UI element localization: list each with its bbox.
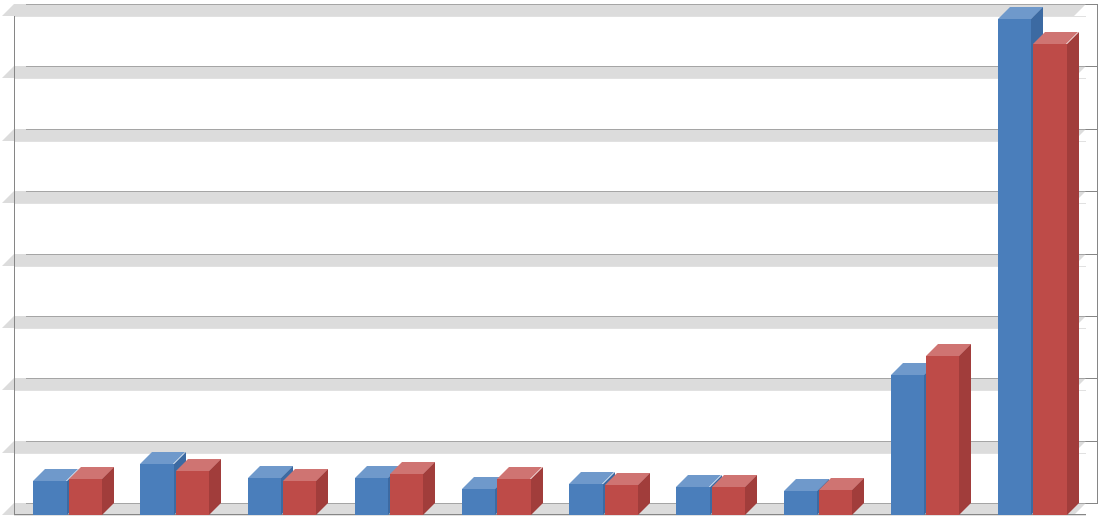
bar-front — [497, 479, 530, 515]
bar-front — [926, 356, 959, 515]
axis-line — [1097, 4, 1098, 503]
bar — [1033, 44, 1066, 515]
bar — [926, 356, 959, 515]
bar — [569, 484, 602, 515]
bar-side — [959, 344, 971, 515]
gridline-riser — [2, 4, 1086, 16]
bar — [140, 464, 173, 515]
bar — [676, 487, 709, 515]
bar — [891, 375, 924, 515]
bar — [283, 481, 316, 515]
bar — [390, 474, 423, 515]
bar — [712, 487, 745, 515]
bar-front — [176, 471, 209, 515]
gridline-front — [14, 515, 1086, 516]
bar-chart — [0, 0, 1112, 531]
bar-side — [209, 459, 221, 515]
bar-front — [390, 474, 423, 515]
bars — [14, 16, 1086, 515]
bar — [69, 479, 102, 515]
bar-front — [784, 491, 817, 515]
bar-front — [462, 489, 495, 515]
bar — [176, 471, 209, 515]
bar-front — [712, 487, 745, 515]
bar — [497, 479, 530, 515]
bar — [819, 490, 852, 515]
bar-front — [998, 19, 1031, 515]
bar — [248, 478, 281, 515]
bar-front — [33, 481, 66, 515]
bar-front — [355, 478, 388, 515]
bar — [784, 491, 817, 515]
bar — [998, 19, 1031, 515]
bar — [355, 478, 388, 515]
bar-front — [819, 490, 852, 515]
bar-front — [891, 375, 924, 515]
bar-front — [140, 464, 173, 515]
bar-front — [1033, 44, 1066, 515]
bar-front — [605, 485, 638, 515]
bar-front — [676, 487, 709, 515]
bar-side — [423, 462, 435, 515]
bar-front — [283, 481, 316, 515]
bar — [605, 485, 638, 515]
bar-front — [69, 479, 102, 515]
bar-side — [1067, 32, 1079, 515]
bar-front — [248, 478, 281, 515]
bar-front — [569, 484, 602, 515]
bar — [33, 481, 66, 515]
bar — [462, 489, 495, 515]
